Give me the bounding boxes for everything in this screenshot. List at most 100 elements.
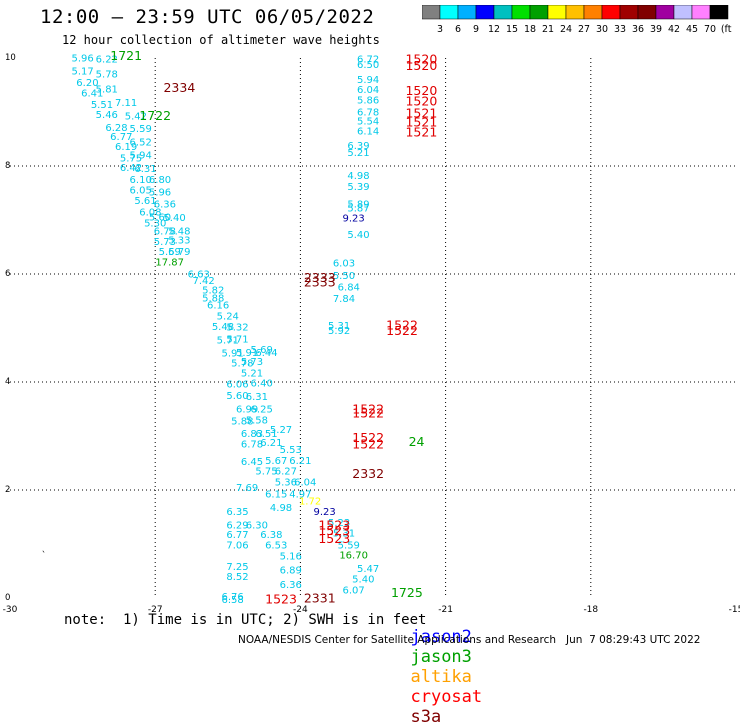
- data-point-label: 6.41: [81, 89, 103, 100]
- data-point-label: 1725: [391, 585, 423, 600]
- data-point-label: 5.88: [202, 293, 224, 304]
- data-point-label: 6.76: [222, 592, 244, 603]
- data-point-label: 5.32: [226, 322, 248, 333]
- data-point-label: 5.48: [212, 322, 234, 333]
- y-tick-label: 0: [5, 593, 10, 603]
- data-point-label: 6.19: [115, 142, 137, 153]
- data-point-label: 7.42: [192, 276, 214, 287]
- data-point-label: 7.69: [236, 483, 258, 494]
- data-point-label: 5.51: [91, 100, 113, 111]
- data-point-label: 1521: [405, 115, 437, 130]
- data-point-label: 6.89: [280, 565, 302, 576]
- data-point-label: 1.72: [299, 496, 321, 507]
- data-point-label: 6.84: [338, 282, 360, 293]
- data-point-label: 6.30: [246, 521, 268, 532]
- data-point-label: 1522: [352, 430, 384, 445]
- data-point-label: 5.94: [130, 151, 152, 162]
- data-point-label: 6.72: [357, 55, 379, 66]
- data-point-label: 6.78: [241, 440, 263, 451]
- data-point-label: 2331: [304, 590, 336, 605]
- colorbar-label: 21: [542, 24, 554, 35]
- data-point-label: 5.59: [338, 541, 360, 552]
- data-point-label: 5.73: [154, 237, 176, 248]
- data-point-label: 6.42: [120, 163, 142, 174]
- data-point-label: 5.17: [71, 66, 93, 77]
- data-point-label: 1521: [405, 124, 437, 139]
- data-point-label: 1521: [405, 105, 437, 120]
- data-point-label: 5.21: [347, 148, 369, 159]
- data-point-label: 6.04: [357, 85, 379, 96]
- data-point-label: 6.78: [154, 226, 176, 237]
- data-point-label: 6.03: [333, 259, 355, 270]
- data-point-label: 5.50: [333, 271, 355, 282]
- data-point-label: 6.83: [241, 429, 263, 440]
- page-title: 12:00 — 23:59 UTC 06/05/2022: [40, 6, 375, 28]
- data-point-label: 5.75: [120, 153, 142, 164]
- data-point-label: 6.36: [154, 199, 176, 210]
- data-point-label: 5.53: [280, 445, 302, 456]
- data-point-label: 5.58: [246, 415, 268, 426]
- data-point-label: 6.16: [207, 300, 229, 311]
- data-point-label: 5.88: [231, 416, 253, 427]
- legend-jason2: jason2: [410, 627, 472, 647]
- data-point-label: 5.54: [357, 117, 379, 128]
- legend-jason3: jason3: [410, 647, 472, 667]
- data-point-label: 5.24: [217, 312, 239, 323]
- colorbar-label: 45: [686, 24, 698, 35]
- data-point-label: 6.06: [226, 380, 248, 391]
- data-point-label: 2334: [163, 80, 195, 95]
- x-tick-label: -15: [729, 605, 740, 615]
- data-point-label: 5.67: [265, 456, 287, 467]
- legend-s3a: s3a: [410, 707, 442, 727]
- data-point-label: 17.87: [155, 258, 184, 269]
- data-point-label: 9.23: [343, 213, 365, 224]
- data-point-label: 2332: [352, 466, 384, 481]
- data-point-label: 6.05: [130, 185, 152, 196]
- data-point-label: 5.69: [159, 247, 181, 258]
- data-point-label: 6.07: [343, 585, 365, 596]
- data-point-label: 6.04: [294, 477, 316, 488]
- data-point-label: 5.91: [222, 348, 244, 359]
- colorbar-label: 24: [560, 24, 572, 35]
- colorbar-label: 33: [614, 24, 626, 35]
- data-point-label: 5.75: [255, 467, 277, 478]
- data-point-label: 16.70: [339, 550, 368, 561]
- data-point-label: 5.89: [347, 199, 369, 210]
- data-point-label: 6.22: [96, 55, 118, 66]
- x-tick-label: -30: [3, 605, 18, 615]
- colorbar-label: (ft): [721, 24, 732, 35]
- data-point-label: 1523: [265, 591, 297, 606]
- credit-line: NOAA/NESDIS Center for Satellite Applica…: [238, 634, 701, 646]
- colorbar-swatch: [709, 5, 729, 20]
- data-point-label: 6.78: [357, 108, 379, 119]
- data-point-label: 5.73: [241, 357, 263, 368]
- data-point-label: 6.63: [188, 270, 210, 281]
- data-point-label: 5.59: [130, 124, 152, 135]
- data-point-label: 1722: [139, 108, 171, 123]
- data-point-label: 7.25: [226, 562, 248, 573]
- colorbar-label: 3: [437, 24, 443, 35]
- data-point-label: 5.60: [149, 212, 171, 223]
- colorbar-label: 12: [488, 24, 500, 35]
- y-tick-label: 8: [5, 161, 10, 171]
- data-point-label: 5.91: [236, 348, 258, 359]
- data-point-label: 6.10: [130, 175, 152, 186]
- data-point-label: 5.16: [280, 551, 302, 562]
- data-point-label: 5.31: [333, 529, 355, 540]
- data-point-label: 5.27: [270, 425, 292, 436]
- data-point-label: 7.06: [226, 541, 248, 552]
- data-point-label: 6.08: [139, 207, 161, 218]
- data-point-label: 1522: [386, 323, 418, 338]
- data-point-label: 5.94: [357, 75, 379, 86]
- data-point-label: 6.53: [265, 541, 287, 552]
- x-tick-label: -27: [148, 605, 163, 615]
- data-point-label: 1523: [318, 517, 350, 532]
- colorbar-label: 30: [596, 24, 608, 35]
- data-point-label: 6.31: [134, 164, 156, 175]
- data-point-label: 6.29: [226, 521, 248, 532]
- data-point-label: 6.21: [289, 456, 311, 467]
- data-point-label: 6.51: [255, 429, 277, 440]
- page-subtitle: 12 hour collection of altimeter wave hei…: [62, 33, 380, 47]
